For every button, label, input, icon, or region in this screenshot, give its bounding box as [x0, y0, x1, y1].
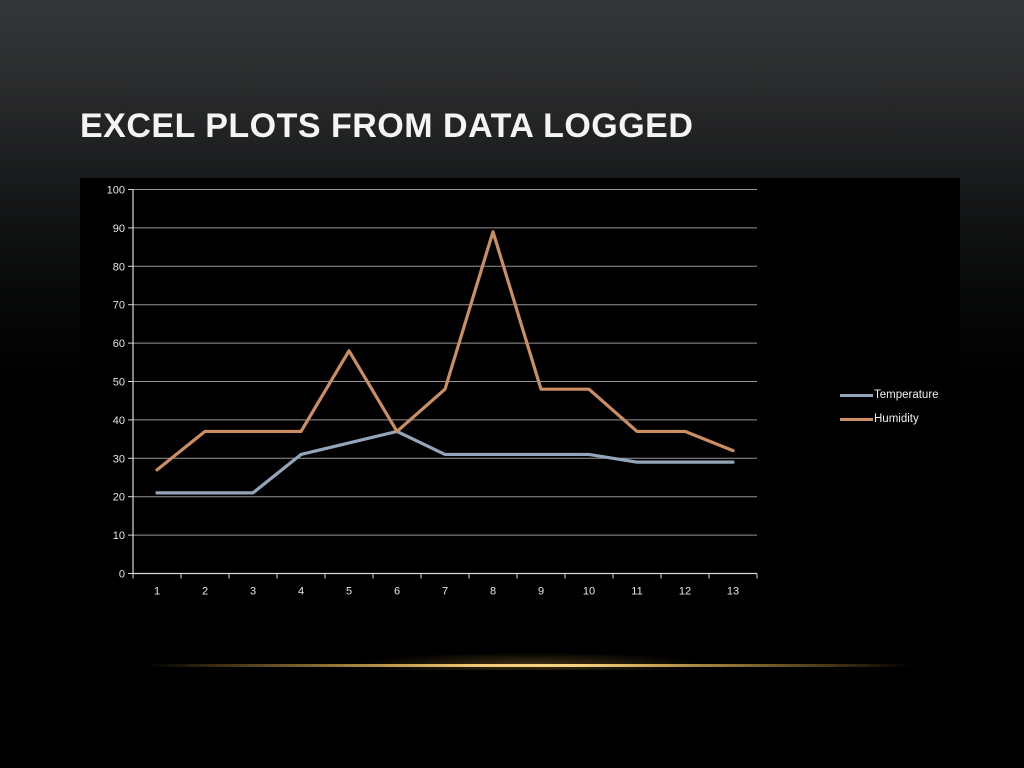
- divider-glow: [148, 653, 912, 673]
- x-axis-label: 3: [250, 586, 256, 598]
- y-axis-label: 80: [113, 261, 125, 273]
- humidity-line-swatch: [840, 418, 873, 421]
- y-axis-label: 30: [113, 453, 125, 465]
- chart-legend: Temperature Humidity: [840, 389, 939, 426]
- legend-label-humidity: Humidity: [874, 413, 919, 425]
- x-axis-label: 7: [442, 586, 448, 598]
- line-chart: 0 10 20 30 40 50 60 70 80 90 100 1 2 3 4 5 6 7 8 9 10 11 12 13 …: [80, 178, 960, 612]
- legend-item-temperature: Temperature: [840, 389, 939, 402]
- y-axis-label: 90: [113, 223, 125, 235]
- x-axis-label: 2: [202, 586, 208, 598]
- x-axis-label: 13: [727, 586, 739, 598]
- divider-halo: [285, 653, 775, 670]
- y-axis-label: 100: [107, 185, 125, 197]
- x-axis-label: 12: [679, 586, 691, 598]
- slide-title: EXCEL PLOTS FROM DATA LOGGED: [80, 107, 694, 145]
- x-axis-label: 11: [631, 586, 642, 598]
- humidity-series-line: [155, 230, 735, 472]
- y-axis-label: 0: [119, 569, 125, 581]
- x-axis-label: 1: [154, 586, 160, 598]
- x-axis-label: 4: [298, 586, 304, 598]
- y-axis-label: 20: [113, 492, 125, 504]
- x-axis-label: 10: [583, 586, 595, 598]
- y-axis-label: 70: [113, 300, 125, 312]
- y-axis-label: 10: [113, 530, 125, 542]
- x-axis-label: 9: [538, 586, 544, 598]
- temperature-line-swatch: [840, 394, 873, 397]
- y-axis-label: 40: [113, 415, 125, 427]
- legend-item-humidity: Humidity: [840, 413, 939, 426]
- x-axis-label: 6: [394, 586, 400, 598]
- y-axis-label: 60: [113, 338, 125, 350]
- temperature-series-line: [155, 429, 735, 495]
- legend-label-temperature: Temperature: [874, 389, 939, 401]
- y-axis-label: 50: [113, 377, 125, 389]
- x-axis-label: 5: [346, 586, 352, 598]
- divider-line: [148, 664, 912, 667]
- x-axis-label: 8: [490, 586, 496, 598]
